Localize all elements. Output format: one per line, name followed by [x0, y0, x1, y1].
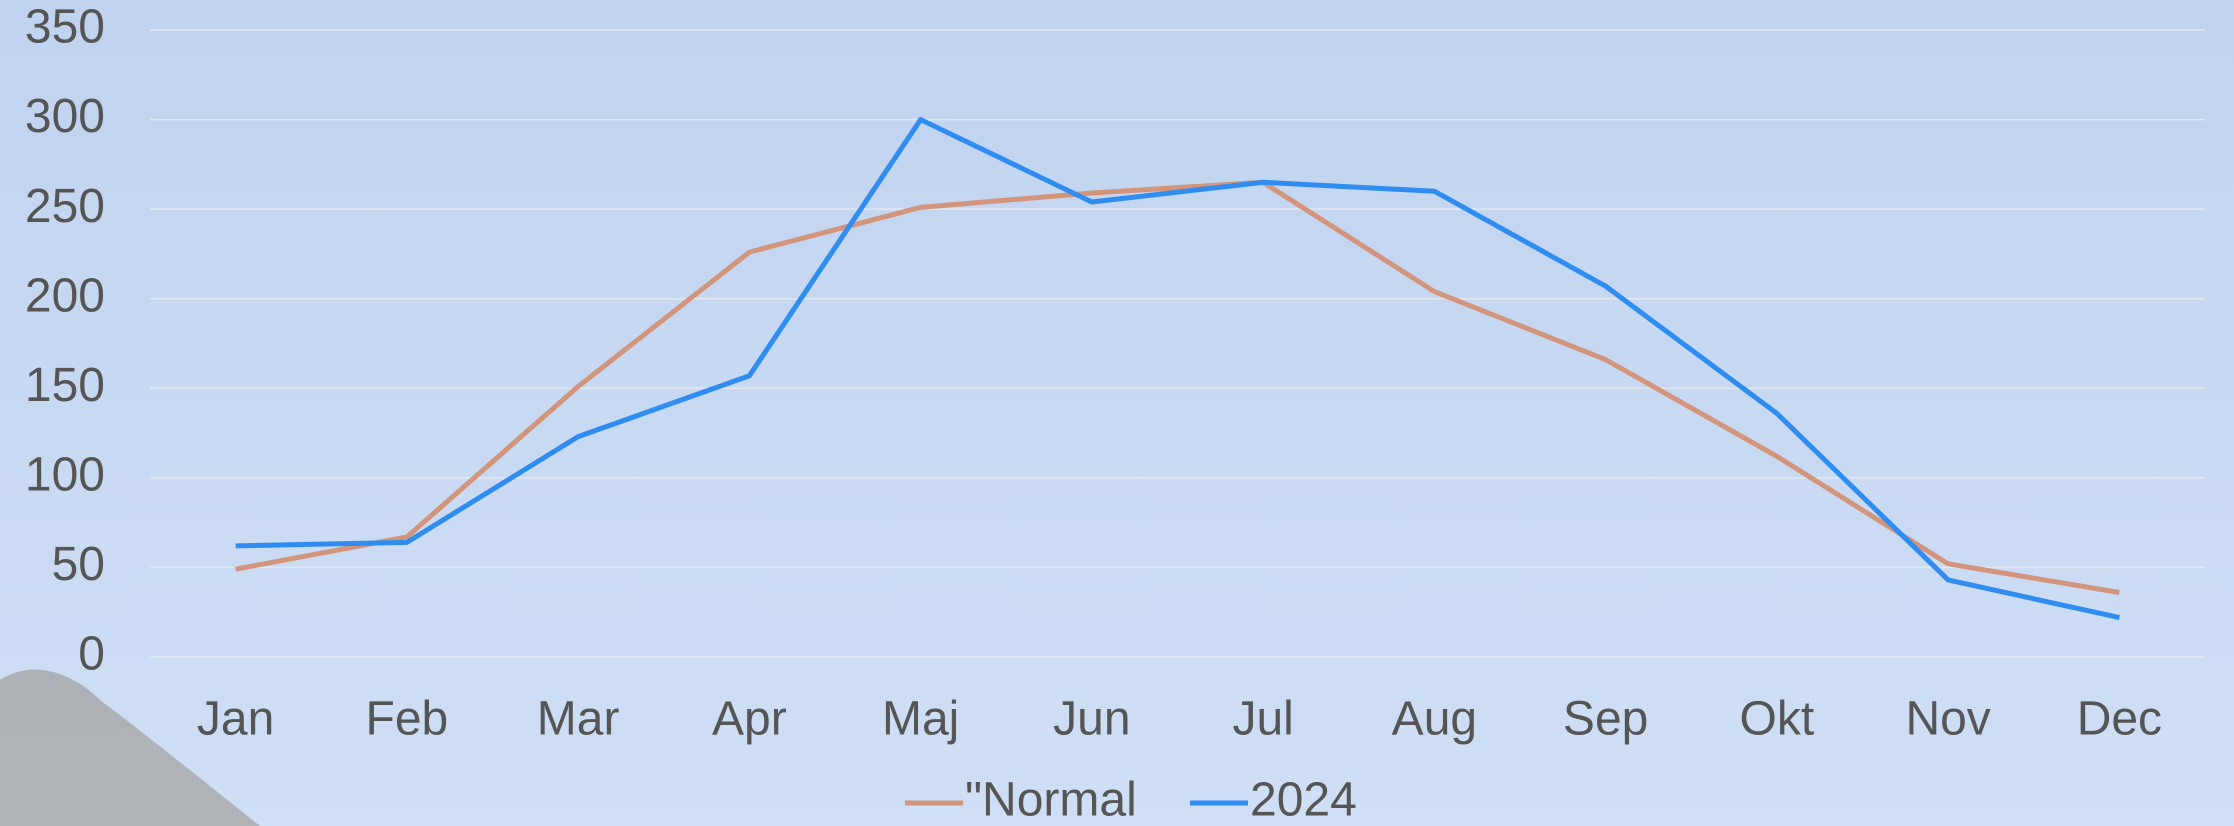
x-tick-label: Nov [1905, 693, 1990, 746]
x-tick-label: Okt [1740, 693, 1815, 746]
y-tick-label: 150 [25, 359, 105, 412]
line [235, 117, 2120, 621]
x-tick-label: Jun [1053, 693, 1130, 746]
x-tick-label: Jul [1232, 693, 1293, 746]
y-tick-label: 300 [25, 90, 105, 143]
y-tick-label: 250 [25, 180, 105, 233]
x-tick-label: Jan [197, 693, 274, 746]
x-tick-label: Aug [1392, 693, 1477, 746]
y-tick-label: 0 [78, 628, 105, 681]
line [235, 179, 2120, 595]
legend-label: 2024 [1250, 774, 1357, 826]
y-tick-label: 200 [25, 269, 105, 322]
x-tick-label: Apr [712, 693, 787, 746]
x-tick-label: Sep [1563, 693, 1648, 746]
rock [0, 669, 260, 826]
legend-label: "Normal [965, 774, 1137, 826]
x-tick-label: Mar [537, 693, 620, 746]
y-tick-label: 50 [52, 538, 105, 591]
y-tick-label: 350 [25, 1, 105, 54]
x-tick-label: Dec [2077, 693, 2162, 746]
x-tick-label: Feb [366, 693, 449, 746]
x-tick-label: Maj [882, 693, 959, 746]
y-tick-label: 100 [25, 449, 105, 502]
